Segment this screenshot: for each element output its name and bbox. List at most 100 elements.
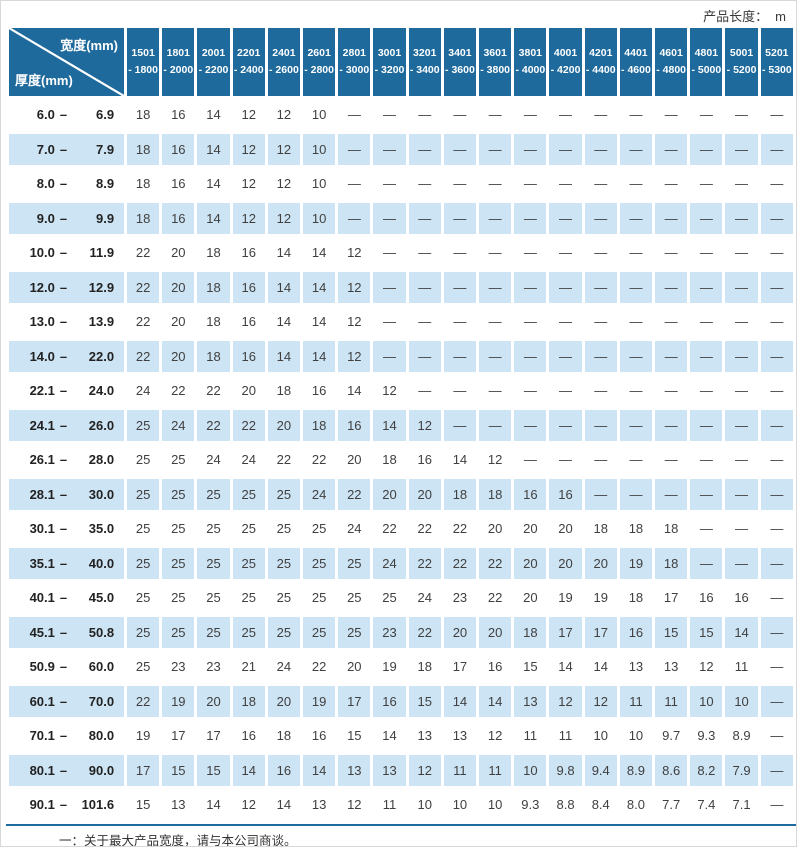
table-cell: 16 xyxy=(162,133,195,165)
table-cell: 8.0 xyxy=(619,789,653,821)
table-cell: 16 xyxy=(549,478,582,510)
table-cell: 17 xyxy=(162,720,195,752)
table-cell: 20 xyxy=(514,582,547,614)
table-cell: — xyxy=(619,409,653,441)
table-cell: — xyxy=(655,168,688,200)
row-label: 24.1–26.0 xyxy=(9,409,124,441)
table-cell: — xyxy=(619,375,653,407)
table-cell: 22 xyxy=(127,340,160,372)
table-cell: 25 xyxy=(232,582,265,614)
table-cell: 14 xyxy=(584,651,617,683)
table-cell: 14 xyxy=(303,237,336,269)
table-cell: 18 xyxy=(197,271,230,303)
table-cell: — xyxy=(655,99,688,131)
row-label: 30.1–35.0 xyxy=(9,513,124,545)
row-label: 50.9–60.0 xyxy=(9,651,124,683)
table-cell: — xyxy=(760,685,793,717)
table-cell: 18 xyxy=(303,409,336,441)
row-label: 70.1–80.0 xyxy=(9,720,124,752)
table-cell: 12 xyxy=(338,306,371,338)
table-cell: — xyxy=(514,133,547,165)
table-cell: 25 xyxy=(162,444,195,476)
table-cell: 13 xyxy=(408,720,441,752)
table-cell: 12 xyxy=(338,789,371,821)
table-cell: 25 xyxy=(232,478,265,510)
table-cell: 14 xyxy=(303,340,336,372)
table-cell: 12 xyxy=(408,409,441,441)
table-cell: — xyxy=(760,375,793,407)
table-cell: 11 xyxy=(514,720,547,752)
table-cell: 25 xyxy=(303,513,336,545)
table-cell: — xyxy=(584,271,617,303)
table-cell: — xyxy=(338,202,371,234)
thickness-axis-label: 厚度(mm) xyxy=(15,73,73,88)
table-row: 45.1–50.8 25 25 25 25 25 25 25 23 22 20 20 18 17 17 16 1… xyxy=(9,616,793,648)
table-cell: — xyxy=(619,99,653,131)
diagonal-line-icon xyxy=(9,28,124,96)
table-cell: 25 xyxy=(338,582,371,614)
table-cell: 15 xyxy=(655,616,688,648)
table-cell: 14 xyxy=(197,168,230,200)
table-cell: — xyxy=(549,409,582,441)
table-cell: — xyxy=(549,168,582,200)
table-cell: — xyxy=(690,478,723,510)
row-label: 90.1–101.6 xyxy=(9,789,124,821)
table-cell: 24 xyxy=(197,444,230,476)
table-cell: 18 xyxy=(479,478,512,510)
product-length-unit: m xyxy=(775,9,786,24)
table-cell: — xyxy=(443,237,477,269)
table-cell: — xyxy=(690,271,723,303)
table-cell: — xyxy=(338,168,371,200)
column-header: 2801- 3000 xyxy=(338,28,371,96)
table-row: 28.1–30.0 25 25 25 25 25 24 22 20 20 18 18 16 16— — — — —… xyxy=(9,478,793,510)
table-cell: — xyxy=(725,99,758,131)
column-header: 2601- 2800 xyxy=(303,28,336,96)
table-cell: — xyxy=(549,271,582,303)
table-cell: 13 xyxy=(338,754,371,786)
table-cell: — xyxy=(549,237,582,269)
table-cell: 18 xyxy=(373,444,406,476)
table-cell: — xyxy=(690,306,723,338)
table-cell: 9.8 xyxy=(549,754,582,786)
table-cell: 18 xyxy=(655,547,688,579)
table-cell: — xyxy=(373,237,406,269)
table-cell: — xyxy=(760,547,793,579)
table-cell: 17 xyxy=(127,754,160,786)
table-cell: — xyxy=(760,478,793,510)
table-cell: — xyxy=(690,168,723,200)
table-row: 14.0–22.0 22 20 18 16 14 14 12— — — — — — — — — — — — xyxy=(9,340,793,372)
table-cell: 20 xyxy=(443,616,477,648)
table-cell: 16 xyxy=(232,237,265,269)
table-cell: 19 xyxy=(303,685,336,717)
row-label: 45.1–50.8 xyxy=(9,616,124,648)
table-cell: 12 xyxy=(267,202,301,234)
table-cell: 14 xyxy=(197,202,230,234)
product-length-note: 产品长度： m xyxy=(703,6,786,25)
table-cell: — xyxy=(725,271,758,303)
table-cell: 25 xyxy=(267,582,301,614)
table-cell: 16 xyxy=(725,582,758,614)
table-cell: 12 xyxy=(338,237,371,269)
table-cell: — xyxy=(584,340,617,372)
table-cell: 19 xyxy=(162,685,195,717)
table-cell: 8.6 xyxy=(655,754,688,786)
column-header: 4801- 5000 xyxy=(690,28,723,96)
table-cell: — xyxy=(479,306,512,338)
table-cell: 25 xyxy=(338,616,371,648)
table-cell: 10 xyxy=(514,754,547,786)
table-cell: 25 xyxy=(232,616,265,648)
table-cell: — xyxy=(408,168,441,200)
table-cell: — xyxy=(655,306,688,338)
table-cell: 25 xyxy=(267,513,301,545)
table-cell: — xyxy=(690,547,723,579)
table-cell: — xyxy=(479,237,512,269)
column-header: 3801- 4000 xyxy=(514,28,547,96)
table-row: 30.1–35.0 25 25 25 25 25 25 24 22 22 22 20 20 20 18 18 1… xyxy=(9,513,793,545)
column-header: 3401- 3600 xyxy=(443,28,477,96)
table-cell: 20 xyxy=(162,271,195,303)
table-cell: — xyxy=(619,340,653,372)
row-label: 6.0–6.9 xyxy=(9,99,124,131)
table-cell: 22 xyxy=(443,513,477,545)
row-label: 28.1–30.0 xyxy=(9,478,124,510)
table-row: 7.0–7.9 18 16 14 12 12 10— — — — — — — — — — — — — xyxy=(9,133,793,165)
